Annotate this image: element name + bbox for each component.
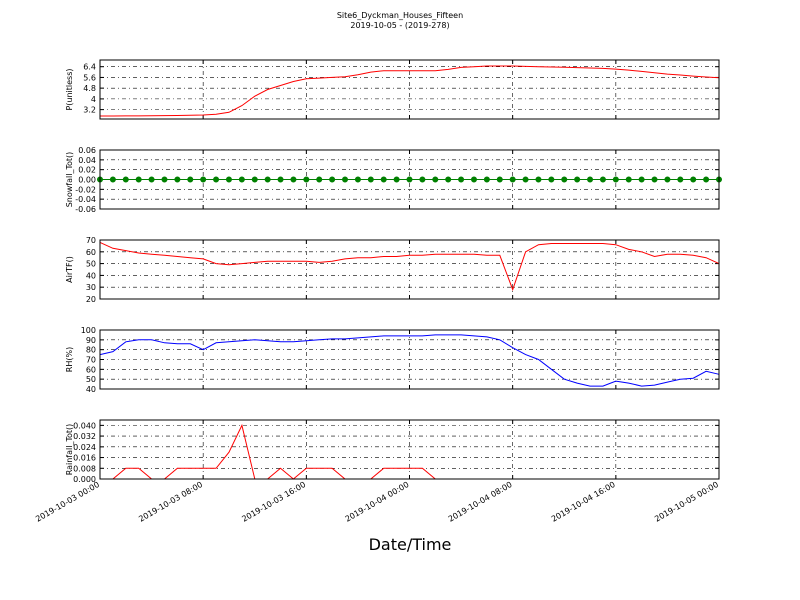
y-tick-label: 60 (86, 365, 96, 374)
data-marker (612, 176, 619, 183)
chart-subtitle: 2019-10-05 - (2019-278) (350, 21, 449, 30)
data-marker (290, 176, 297, 183)
y-tick-label: 0.04 (78, 156, 96, 165)
y-tick-label: 80 (86, 346, 96, 355)
data-marker (354, 176, 361, 183)
data-marker (677, 176, 684, 183)
y-tick-label: 3.2 (83, 106, 96, 115)
data-marker (625, 176, 632, 183)
data-marker (703, 176, 710, 183)
data-marker (264, 176, 271, 183)
y-tick-label: 0.06 (78, 146, 96, 155)
y-tick-label: 4.8 (83, 84, 96, 93)
data-marker (561, 176, 568, 183)
data-marker (496, 176, 503, 183)
y-tick-label: 70 (86, 356, 96, 365)
y-axis-label: Rainfall_Tot() (65, 424, 74, 476)
y-tick-label: 0.032 (73, 432, 96, 441)
y-tick-label: 40 (86, 271, 96, 280)
data-marker (161, 176, 168, 183)
data-marker (664, 176, 671, 183)
data-marker (251, 176, 258, 183)
data-marker (509, 176, 516, 183)
data-marker (342, 176, 349, 183)
y-tick-label: 30 (86, 283, 96, 292)
y-tick-label: -0.04 (75, 195, 96, 204)
data-marker (432, 176, 439, 183)
data-marker (329, 176, 336, 183)
y-tick-label: 60 (86, 248, 96, 257)
data-marker (470, 176, 477, 183)
data-marker (690, 176, 697, 183)
data-marker (135, 176, 142, 183)
y-axis-label: P(unitless) (65, 68, 74, 110)
data-marker (393, 176, 400, 183)
plot-frame (99, 59, 720, 120)
y-axis-label: AirTF() (65, 256, 74, 283)
y-tick-label: 5.6 (83, 73, 96, 82)
y-tick-label: 70 (86, 236, 96, 245)
plot-frame (99, 329, 720, 390)
data-marker (187, 176, 194, 183)
data-marker (277, 176, 284, 183)
y-tick-label: 0.00 (78, 176, 96, 185)
data-marker (419, 176, 426, 183)
data-marker (638, 176, 645, 183)
data-marker (587, 176, 594, 183)
y-tick-label: 50 (86, 375, 96, 384)
y-tick-label: 20 (86, 295, 96, 304)
data-marker (483, 176, 490, 183)
data-marker (200, 176, 207, 183)
plot-frame (99, 149, 720, 210)
y-tick-label: 0.02 (78, 166, 96, 175)
data-marker (213, 176, 220, 183)
y-tick-label: 100 (81, 326, 96, 335)
y-axis-label: Snowfall_Tot() (65, 152, 74, 208)
data-line (100, 65, 720, 117)
data-marker (174, 176, 181, 183)
data-marker (458, 176, 465, 183)
y-axis-label: RH(%) (65, 347, 74, 372)
data-marker (574, 176, 581, 183)
y-tick-label: 0.016 (73, 454, 96, 463)
data-marker (548, 176, 555, 183)
plot-frame (99, 239, 720, 300)
y-tick-label: -0.06 (75, 205, 96, 214)
data-line (99, 334, 720, 387)
x-axis-label: Date/Time (369, 535, 452, 554)
data-marker (406, 176, 413, 183)
data-marker (238, 176, 245, 183)
y-tick-label: 0.008 (73, 464, 96, 473)
plot-frame (99, 419, 720, 480)
data-marker (122, 176, 129, 183)
y-tick-label: 6.4 (83, 63, 96, 72)
data-marker (148, 176, 155, 183)
y-tick-label: -0.02 (75, 185, 96, 194)
data-marker (445, 176, 452, 183)
y-tick-label: 90 (86, 336, 96, 345)
data-marker (367, 176, 374, 183)
data-marker (651, 176, 658, 183)
data-marker (535, 176, 542, 183)
data-marker (225, 176, 232, 183)
y-tick-label: 0.040 (73, 421, 96, 430)
y-tick-label: 0.024 (73, 443, 96, 452)
y-tick-label: 0.000 (73, 475, 96, 484)
data-marker (303, 176, 310, 183)
data-line (99, 241, 720, 292)
y-tick-label: 40 (86, 385, 96, 394)
data-marker (109, 176, 116, 183)
data-marker (316, 176, 323, 183)
y-tick-label: 50 (86, 260, 96, 269)
chart-title: Site6_Dyckman_Houses_Fifteen (337, 11, 463, 20)
data-marker (599, 176, 606, 183)
data-marker (380, 176, 387, 183)
y-tick-label: 4 (91, 95, 96, 104)
data-marker (522, 176, 529, 183)
